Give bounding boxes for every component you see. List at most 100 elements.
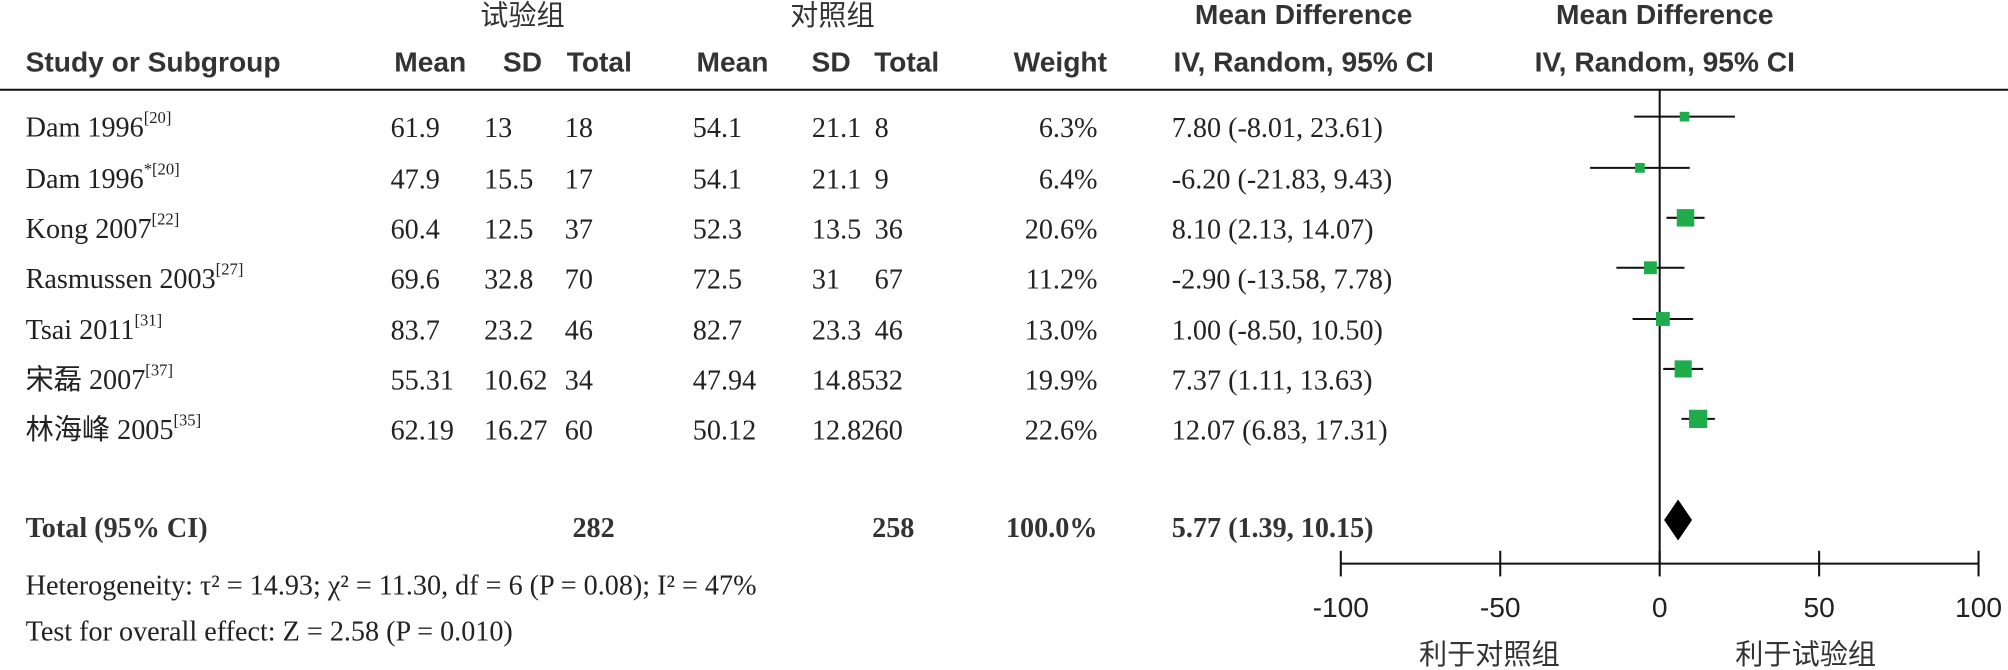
study-label: 宋磊 2007 — [26, 364, 146, 396]
effect-square — [1674, 360, 1692, 378]
column-header: IV, Random, 95% CI — [1535, 46, 1795, 78]
study-name: 林海峰 2005[35] — [26, 410, 202, 446]
total-weight: 100.0% — [1006, 513, 1098, 544]
study-ref: [37] — [145, 360, 173, 379]
table-cell: 8 — [875, 113, 889, 144]
table-cell: 21.1 — [812, 164, 861, 195]
table-cell: 15.5 — [484, 164, 533, 195]
table-cell: 10.62 — [484, 365, 547, 396]
column-header: Mean Difference — [1195, 0, 1413, 30]
study-name: 宋磊 2007[37] — [26, 360, 173, 396]
study-ref: [20] — [144, 108, 172, 127]
ci-label: 8.10 (2.13, 14.07) — [1172, 214, 1374, 245]
table-cell: 62.19 — [391, 415, 454, 446]
column-header: Study or Subgroup — [26, 46, 281, 78]
study-ref: *[20] — [144, 159, 180, 178]
group-header: 对照组 — [790, 0, 874, 32]
table-cell: 32 — [875, 365, 903, 396]
table-cell: 32.8 — [484, 264, 533, 295]
table-cell: 13.5 — [812, 214, 861, 245]
total-cell: 258 — [872, 513, 914, 544]
group-header: 试验组 — [480, 0, 564, 32]
table-cell: 9 — [875, 164, 889, 195]
weight: 20.6% — [1025, 214, 1098, 245]
x-tick-label: 0 — [1652, 591, 1668, 623]
table-cell: 46 — [565, 316, 593, 347]
table-cell: 21.1 — [812, 113, 861, 144]
ci-label: 12.07 (6.83, 17.31) — [1172, 415, 1388, 446]
column-header: Mean — [697, 46, 769, 78]
study-name: Rasmussen 2003[27] — [26, 259, 244, 295]
table-cell: 72.5 — [693, 264, 742, 295]
table-cell: 70 — [565, 264, 593, 295]
column-header: SD — [812, 46, 851, 78]
weight: 13.0% — [1025, 316, 1098, 347]
heterogeneity: Heterogeneity: τ² = 14.93; χ² = 11.30, d… — [26, 570, 757, 601]
ci-label: 7.37 (1.11, 13.63) — [1172, 365, 1373, 396]
table-cell: 23.2 — [484, 316, 533, 347]
study-name: Tsai 2011[31] — [26, 310, 163, 346]
x-tick-label: 100 — [1955, 591, 2002, 623]
x-tick-label: -100 — [1313, 591, 1369, 623]
table-cell: 17 — [565, 164, 593, 195]
table-cell: 18 — [565, 113, 593, 144]
table-cell: 31 — [812, 264, 840, 295]
table-cell: 46 — [875, 316, 903, 347]
weight: 6.4% — [1039, 164, 1098, 195]
effect-square — [1679, 111, 1690, 122]
ci-label: -6.20 (-21.83, 9.43) — [1172, 164, 1393, 195]
weight: 6.3% — [1039, 113, 1098, 144]
table-cell: 83.7 — [391, 316, 440, 347]
study-label: Tsai 2011 — [26, 316, 135, 347]
table-cell: 61.9 — [391, 113, 440, 144]
table-cell: 23.3 — [812, 316, 861, 347]
x-label: 利于对照组 — [1419, 638, 1560, 670]
study-name: Kong 2007[22] — [26, 209, 180, 245]
study-ref: [31] — [134, 310, 162, 329]
column-header: Total — [874, 46, 939, 78]
effect-square — [1635, 163, 1645, 173]
table-cell: 12.82 — [812, 415, 875, 446]
table-cell: 52.3 — [693, 214, 742, 245]
column-header: IV, Random, 95% CI — [1174, 46, 1434, 78]
study-label: Rasmussen 2003 — [26, 264, 216, 295]
study-label: Dam 1996 — [26, 164, 144, 195]
column-header: Total — [567, 46, 632, 78]
table-cell: 50.12 — [693, 415, 756, 446]
table-cell: 82.7 — [693, 316, 742, 347]
table-cell: 69.6 — [391, 264, 440, 295]
study-ref: [35] — [173, 410, 201, 429]
effect-square — [1689, 409, 1708, 429]
x-tick-label: 50 — [1803, 591, 1834, 623]
table-cell: 12.5 — [484, 214, 533, 245]
overall-effect: Test for overall effect: Z = 2.58 (P = 0… — [26, 616, 513, 647]
weight: 19.9% — [1025, 365, 1098, 396]
table-cell: 60 — [875, 415, 903, 446]
column-header: Weight — [1014, 46, 1108, 78]
x-tick-label: -50 — [1480, 591, 1521, 623]
effect-square — [1655, 312, 1670, 326]
column-header: Mean Difference — [1556, 0, 1774, 30]
study-name: Dam 1996*[20] — [26, 159, 180, 195]
table-cell: 47.94 — [693, 365, 756, 396]
table-cell: 14.85 — [812, 365, 875, 396]
x-label: 利于试验组 — [1735, 638, 1876, 670]
table-cell: 55.31 — [391, 365, 454, 396]
table-cell: 54.1 — [693, 164, 742, 195]
total-ci-label: 5.77 (1.39, 10.15) — [1172, 513, 1374, 544]
table-cell: 60 — [565, 415, 593, 446]
weight: 11.2% — [1026, 264, 1098, 295]
study-label: Dam 1996 — [26, 113, 144, 144]
table-cell: 34 — [565, 365, 593, 396]
study-label: Kong 2007 — [26, 214, 152, 245]
table-cell: 16.27 — [484, 415, 547, 446]
total-cell: 282 — [572, 513, 614, 544]
table-cell: 47.9 — [391, 164, 440, 195]
study-ref: [22] — [152, 209, 180, 228]
summary-diamond — [1664, 499, 1693, 541]
table-cell: 67 — [875, 264, 903, 295]
total-label: Total (95% CI) — [26, 513, 208, 544]
study-name: Dam 1996[20] — [26, 108, 172, 144]
effect-square — [1676, 209, 1695, 227]
